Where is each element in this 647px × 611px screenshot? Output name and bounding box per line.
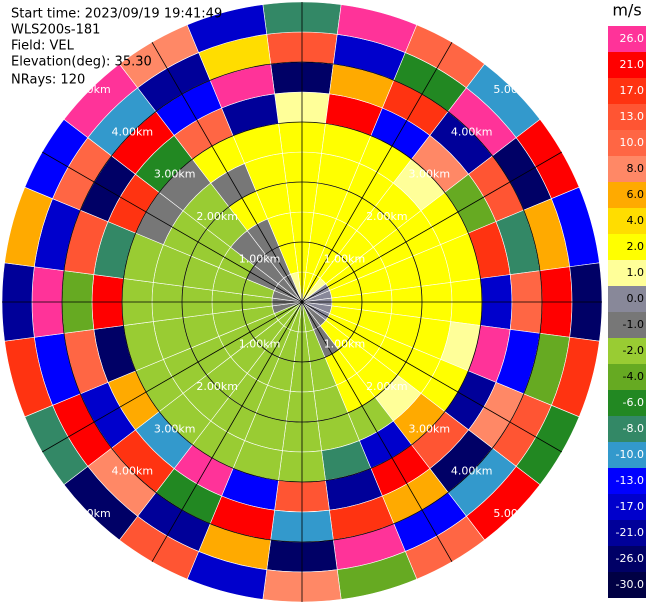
colorbar-label: -17.0 [616,500,644,513]
range-label: 3.00km [154,168,196,181]
range-label: 1.00km [239,337,281,350]
colorbar-label: 26.0 [620,32,645,45]
colorbar: m/s 26.0 21.0 17.0 13.0 10.0 8.0 6.0 4.0 2.0 1.0 0… [608,1,646,598]
colorbar-band [608,234,646,260]
colorbar-band [608,52,646,78]
range-label: 5.00km [493,83,535,96]
colorbar-label: -8.0 [623,422,644,435]
colorbar-band [608,286,646,312]
header-line: Field: VEL [11,39,75,54]
range-label: 4.00km [112,465,154,478]
range-ring [121,121,483,483]
colorbar-label: 21.0 [620,58,645,71]
colorbar-label: -1.0 [623,318,644,331]
colorbar-label: 0.0 [627,292,645,305]
colorbar-band [608,208,646,234]
colorbar-label: -2.0 [623,344,644,357]
colorbar-band [608,572,646,598]
range-ring [241,241,363,363]
header-line: Elevation(deg): 35.30 [11,55,152,70]
colorbar-band [608,364,646,390]
range-label: 3.00km [408,168,450,181]
range-label: 4.00km [451,125,493,138]
colorbar-band [608,78,646,104]
colorbar-label: -10.0 [616,448,644,461]
range-ring [61,61,543,543]
colorbar-label: -4.0 [623,370,644,383]
range-label: 4.00km [112,125,154,138]
colorbar-label: 1.0 [627,266,645,279]
range-label: 1.00km [324,253,366,266]
colorbar-band [608,520,646,546]
colorbar-label: 17.0 [620,84,645,97]
header: Start time: 2023/09/19 19:41:49WLS200s-1… [11,7,222,88]
colorbar-band [608,494,646,520]
colorbar-label: -21.0 [616,526,644,539]
range-label: 2.00km [196,210,238,223]
colorbar-band [608,468,646,494]
range-gate [186,4,268,53]
spoke [151,41,453,563]
colorbar-label: 8.0 [627,162,645,175]
colorbar-band [608,312,646,338]
colorbar-band [608,104,646,130]
colorbar-band [608,338,646,364]
colorbar-band [608,182,646,208]
colorbar-label: 6.0 [627,188,645,201]
range-label: 2.00km [366,380,408,393]
header-line: WLS200s-181 [11,23,100,38]
colorbar-label: -13.0 [616,474,644,487]
range-label: 1.00km [324,337,366,350]
range-label: 4.00km [451,465,493,478]
range-label: 2.00km [366,210,408,223]
velocity-field [1,1,603,603]
range-label: 2.00km [196,380,238,393]
range-label: 5.00km [493,507,535,520]
colorbar-band [608,156,646,182]
polar-grid: 1.00km 1.00km 1.00km 1.00km 2.00km 2.00km 2.00… [2,2,602,602]
colorbar-band [608,442,646,468]
range-label: 5.00km [69,83,111,96]
colorbar-band [608,416,646,442]
colorbar-band [608,26,646,52]
range-label: 1.00km [239,253,281,266]
header-line: NRays: 120 [11,73,85,88]
colorbar-label: -26.0 [616,552,644,565]
colorbar-label: -6.0 [623,396,644,409]
header-line: Start time: 2023/09/19 19:41:49 [11,7,222,22]
colorbar-label: 10.0 [620,136,645,149]
colorbar-band [608,546,646,572]
colorbar-label: 4.0 [627,214,645,227]
range-label: 3.00km [408,422,450,435]
colorbar-band [608,260,646,286]
range-label: 3.00km [154,422,196,435]
colorbar-label: -30.0 [616,578,644,591]
range-ring [181,181,423,423]
colorbar-band [608,130,646,156]
colorbar-label: 13.0 [620,110,645,123]
range-label: 5.00km [69,507,111,520]
colorbar-label: 2.0 [627,240,645,253]
colorbar-band [608,390,646,416]
colorbar-unit: m/s [612,1,641,20]
